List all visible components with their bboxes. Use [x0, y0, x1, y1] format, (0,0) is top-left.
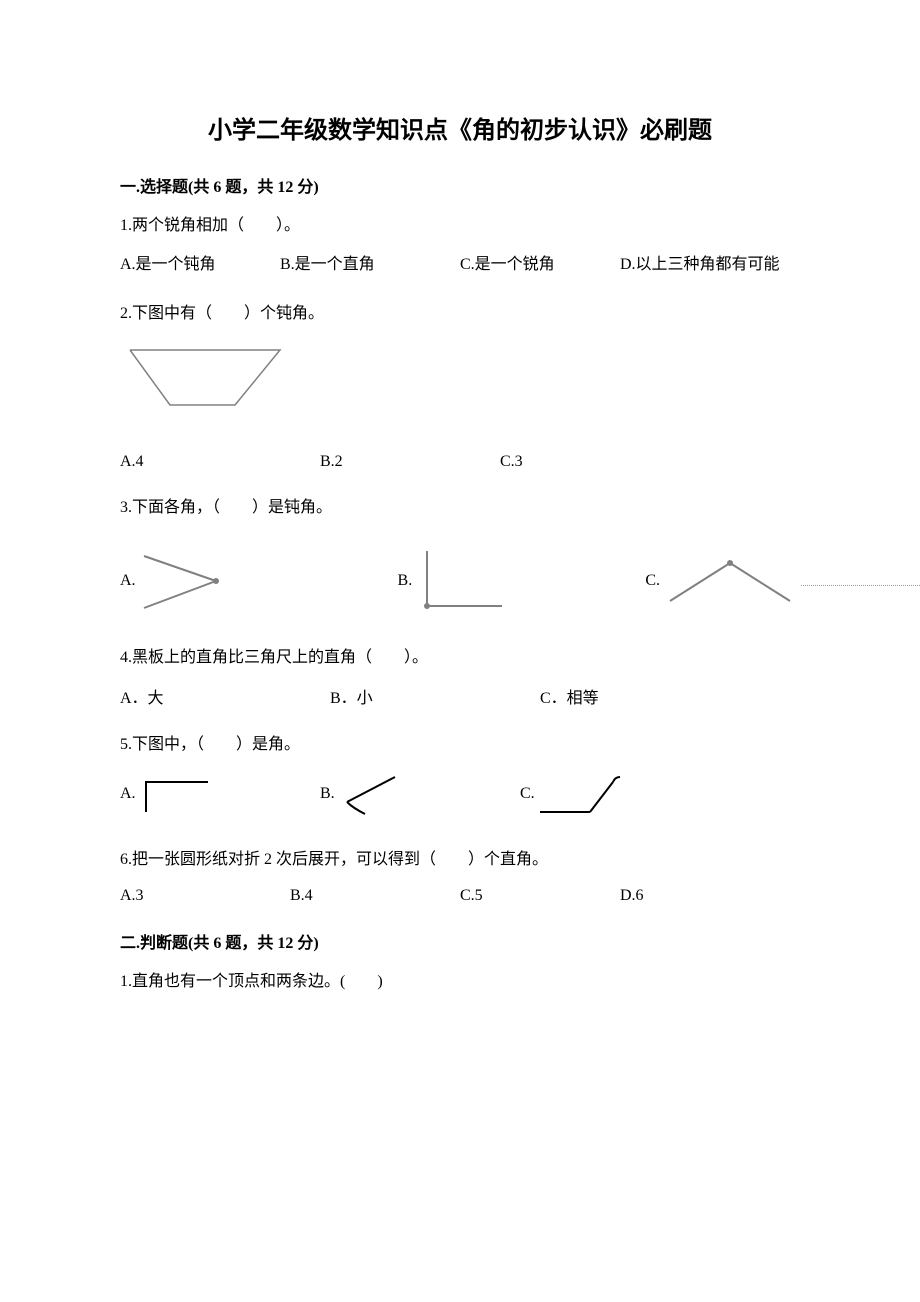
q1-opt-c: C.是一个锐角: [460, 253, 620, 277]
q6-options: A.3 B.4 C.5 D.6: [120, 887, 800, 905]
q4-opt-b: B．小: [330, 684, 540, 708]
q5-opt-c: C.: [520, 785, 535, 803]
q2-text: 2.下图中有（ ）个钝角。: [120, 301, 800, 327]
q6-opt-a: A.3: [120, 887, 290, 905]
q1-text: 1.两个锐角相加（ ）。: [120, 213, 800, 239]
q1-opt-a: A.是一个钝角: [120, 253, 280, 277]
angle-icon: [335, 772, 405, 817]
q5-text: 5.下图中，（ ）是角。: [120, 732, 800, 758]
q4-opt-c: C．相等: [540, 684, 599, 708]
q6-text: 6.把一张圆形纸对折 2 次后展开，可以得到（ ）个直角。: [120, 847, 800, 873]
q3-opt-b: B.: [398, 572, 413, 590]
q2-opt-a: A.4: [120, 453, 320, 471]
q6-opt-c: C.5: [460, 887, 620, 905]
q5-opt-b: B.: [320, 785, 335, 803]
q1-opt-b: B.是一个直角: [280, 253, 460, 277]
q4-text: 4.黑板上的直角比三角尺上的直角（ ）。: [120, 645, 800, 671]
q1-options: A.是一个钝角 B.是一个直角 C.是一个锐角 D.以上三种角都有可能: [120, 253, 800, 277]
angle-icon: [660, 551, 800, 611]
q2-opt-c: C.3: [500, 453, 523, 471]
section-1-header: 一.选择题(共 6 题，共 12 分): [120, 173, 800, 197]
q6-opt-d: D.6: [620, 887, 644, 905]
q5-options: A. B. C.: [120, 772, 800, 817]
q2-options: A.4 B.2 C.3: [120, 453, 800, 471]
s2-q1-text: 1.直角也有一个顶点和两条边。( ): [120, 969, 800, 995]
q3-options: A. B. C.: [120, 541, 800, 621]
q4-opt-a: A．大: [120, 684, 330, 708]
q6-opt-b: B.4: [290, 887, 460, 905]
q2-opt-b: B.2: [320, 453, 500, 471]
q4-options: A．大 B．小 C．相等: [120, 684, 800, 708]
angle-icon: [136, 546, 246, 616]
section-2-header: 二.判断题(共 6 题，共 12 分): [120, 929, 800, 953]
q5-opt-a: A.: [120, 785, 136, 803]
q3-opt-c: C.: [645, 572, 660, 590]
angle-icon: [535, 772, 625, 817]
q2-figure: [120, 340, 800, 425]
angle-icon: [412, 546, 512, 616]
angle-icon: [136, 774, 216, 814]
q1-opt-d: D.以上三种角都有可能: [620, 253, 800, 277]
q3-text: 3.下面各角，（ ）是钝角。: [120, 495, 800, 521]
page-title: 小学二年级数学知识点《角的初步认识》必刷题: [120, 110, 800, 145]
q3-opt-a: A.: [120, 572, 136, 590]
